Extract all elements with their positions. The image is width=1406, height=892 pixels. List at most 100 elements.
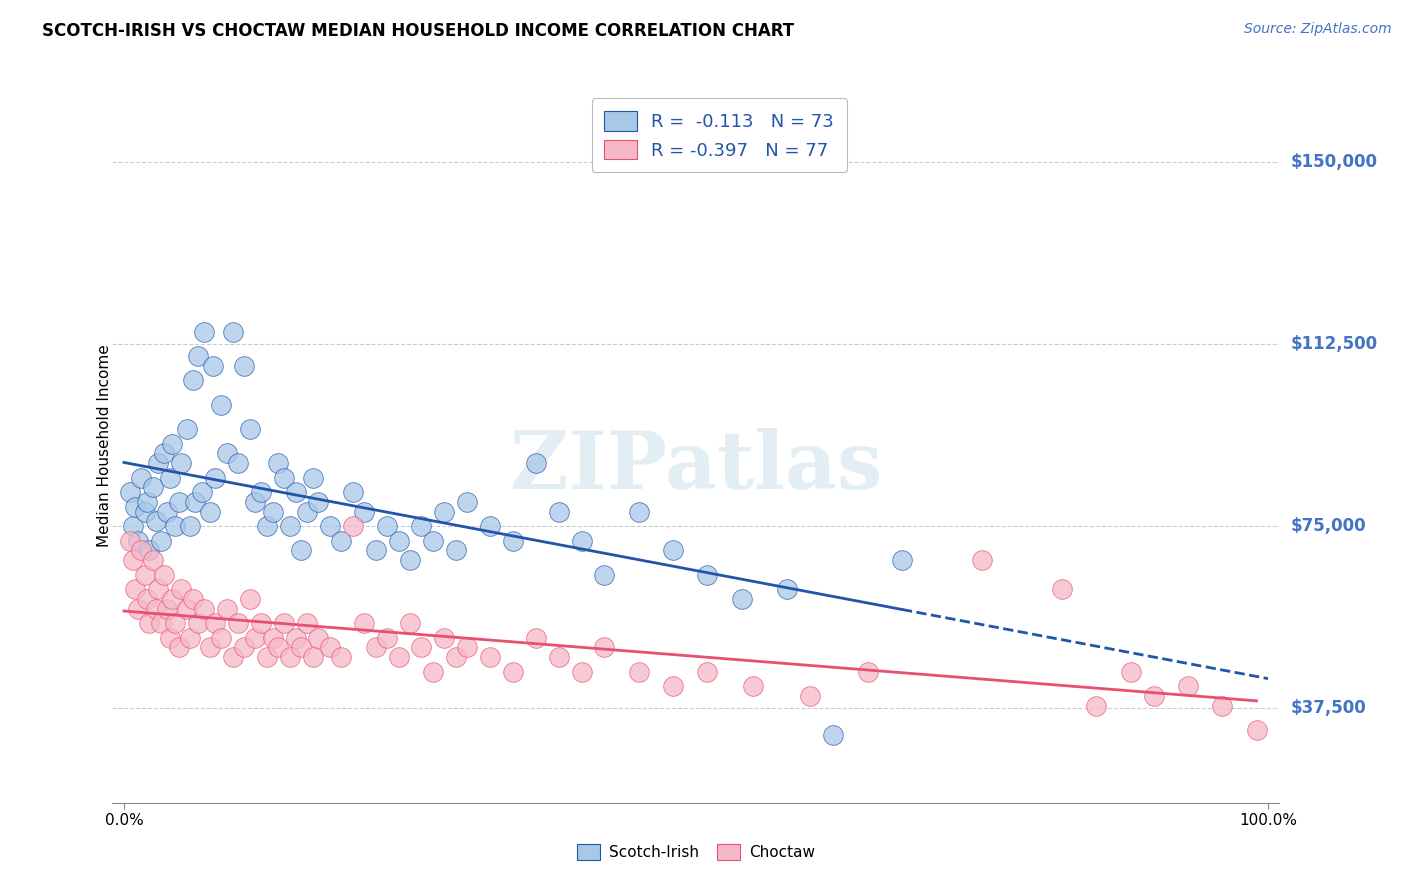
Point — [524, 456, 547, 470]
Point — [141, 553, 163, 567]
Point — [387, 533, 409, 548]
Point — [138, 616, 160, 631]
Point — [170, 582, 193, 597]
Point — [193, 601, 215, 615]
Point — [433, 504, 456, 518]
Point — [187, 349, 209, 363]
Point — [135, 495, 157, 509]
Point — [295, 616, 318, 631]
Point — [228, 616, 250, 631]
Point — [134, 567, 156, 582]
Point — [202, 359, 225, 373]
Point — [159, 631, 181, 645]
Point — [233, 640, 256, 655]
Point — [319, 640, 342, 655]
Point — [1050, 582, 1073, 597]
Point — [239, 591, 262, 606]
Point — [134, 504, 156, 518]
Point — [307, 495, 329, 509]
Point — [571, 533, 593, 548]
Point — [890, 553, 912, 567]
Point — [627, 665, 650, 679]
Point — [290, 640, 312, 655]
Point — [330, 650, 353, 665]
Point — [221, 650, 243, 665]
Point — [353, 616, 375, 631]
Point — [193, 325, 215, 339]
Legend: Scotch-Irish, Choctaw: Scotch-Irish, Choctaw — [571, 838, 821, 866]
Point — [149, 616, 172, 631]
Point — [267, 456, 290, 470]
Point — [571, 665, 593, 679]
Point — [127, 533, 149, 548]
Point — [524, 631, 547, 645]
Point — [190, 485, 212, 500]
Point — [273, 616, 295, 631]
Point — [256, 650, 278, 665]
Point — [262, 631, 284, 645]
Point — [198, 504, 221, 518]
Point — [1119, 665, 1142, 679]
Point — [118, 533, 141, 548]
Point — [122, 519, 145, 533]
Point — [198, 640, 221, 655]
Point — [239, 422, 262, 436]
Point — [228, 456, 250, 470]
Point — [245, 495, 267, 509]
Point — [411, 519, 433, 533]
Point — [181, 374, 204, 388]
Point — [776, 582, 799, 597]
Point — [433, 631, 456, 645]
Point — [547, 504, 569, 518]
Point — [187, 616, 209, 631]
Point — [141, 480, 163, 494]
Point — [138, 543, 160, 558]
Point — [742, 679, 765, 693]
Point — [319, 519, 342, 533]
Point — [387, 650, 409, 665]
Point — [307, 631, 329, 645]
Point — [124, 582, 146, 597]
Point — [290, 543, 312, 558]
Point — [184, 495, 207, 509]
Point — [124, 500, 146, 514]
Point — [256, 519, 278, 533]
Point — [479, 650, 502, 665]
Point — [153, 446, 176, 460]
Point — [273, 470, 295, 484]
Text: ZIPatlas: ZIPatlas — [510, 428, 882, 507]
Point — [204, 470, 226, 484]
Point — [330, 533, 353, 548]
Point — [456, 640, 478, 655]
Point — [167, 495, 190, 509]
Point — [375, 519, 398, 533]
Point — [399, 616, 422, 631]
Point — [479, 519, 502, 533]
Point — [221, 325, 243, 339]
Point — [799, 689, 821, 703]
Text: $112,500: $112,500 — [1291, 335, 1378, 353]
Point — [422, 665, 444, 679]
Point — [1246, 723, 1268, 737]
Point — [176, 601, 198, 615]
Text: SCOTCH-IRISH VS CHOCTAW MEDIAN HOUSEHOLD INCOME CORRELATION CHART: SCOTCH-IRISH VS CHOCTAW MEDIAN HOUSEHOLD… — [42, 22, 794, 40]
Point — [160, 436, 183, 450]
Point — [179, 631, 201, 645]
Point — [731, 591, 754, 606]
Point — [1142, 689, 1164, 703]
Text: $150,000: $150,000 — [1291, 153, 1378, 171]
Point — [1211, 698, 1233, 713]
Point — [160, 591, 183, 606]
Point — [342, 485, 364, 500]
Point — [209, 398, 232, 412]
Point — [179, 519, 201, 533]
Point — [284, 485, 307, 500]
Point — [422, 533, 444, 548]
Text: $37,500: $37,500 — [1291, 699, 1367, 717]
Point — [215, 601, 238, 615]
Point — [148, 582, 170, 597]
Point — [399, 553, 422, 567]
Point — [215, 446, 238, 460]
Point — [250, 485, 273, 500]
Point — [245, 631, 267, 645]
